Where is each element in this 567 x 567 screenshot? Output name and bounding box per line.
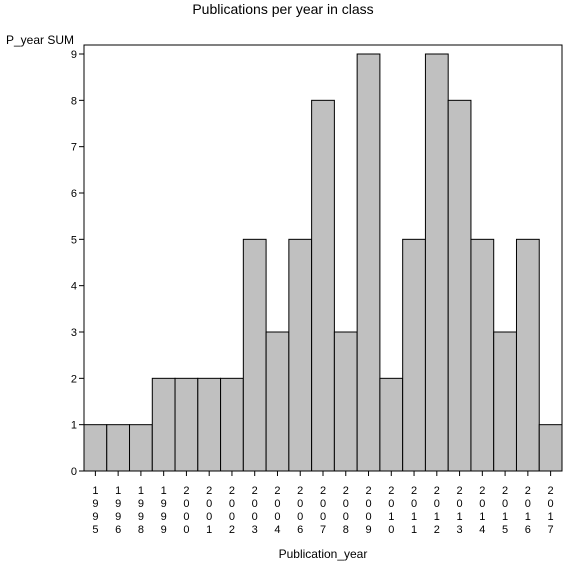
bar-2001 <box>197 377 222 472</box>
bar-2006 <box>288 238 313 472</box>
bar-2015 <box>493 331 517 472</box>
y-axis-label: P_year SUM <box>6 33 74 47</box>
bar-1998 <box>129 424 153 472</box>
bar-2010 <box>379 377 404 472</box>
bar-2004 <box>265 331 290 472</box>
plot-frame <box>83 44 563 472</box>
bar-1999 <box>151 377 176 472</box>
bar-1996 <box>106 424 131 472</box>
bars-group <box>83 53 563 472</box>
y-tick-label-6: 6 <box>71 188 77 200</box>
bar-2013 <box>447 99 472 472</box>
bar-2009 <box>356 53 381 472</box>
y-tick-label-2: 2 <box>71 373 77 385</box>
bar-2008 <box>333 331 358 472</box>
y-tick-label-7: 7 <box>71 142 77 154</box>
chart-title: Publications per year in class <box>192 1 373 17</box>
bar-2000 <box>174 377 199 472</box>
y-tick-label-9: 9 <box>71 49 77 61</box>
x-axis: 1 9 9 5 1 9 9 6 1 9 9 8 1 9 9 9 2 0 0 0 2 0 0 1 2 0 0 2 2 0 0 3 2 0 0 4 2 0 0 6… <box>92 471 554 536</box>
bar-2012 <box>424 53 449 472</box>
y-tick-label-8: 8 <box>71 95 77 107</box>
bar-2017 <box>538 424 563 472</box>
y-tick-label-3: 3 <box>71 327 77 339</box>
y-tick-label-0: 0 <box>71 466 77 478</box>
bar-2016 <box>515 238 540 472</box>
x-axis-label: Publication_year <box>279 547 368 561</box>
y-tick-label-5: 5 <box>71 234 77 246</box>
y-tick-label-4: 4 <box>71 281 77 293</box>
bar-2002 <box>220 377 244 472</box>
y-axis: 0 1 2 3 4 5 6 7 8 9 <box>71 49 84 478</box>
y-tick-label-1: 1 <box>71 420 77 432</box>
bar-2014 <box>470 238 495 472</box>
bar-2007 <box>311 99 335 472</box>
bar-1995 <box>83 424 108 472</box>
bar-2003 <box>242 238 267 472</box>
bar-2011 <box>402 238 426 472</box>
